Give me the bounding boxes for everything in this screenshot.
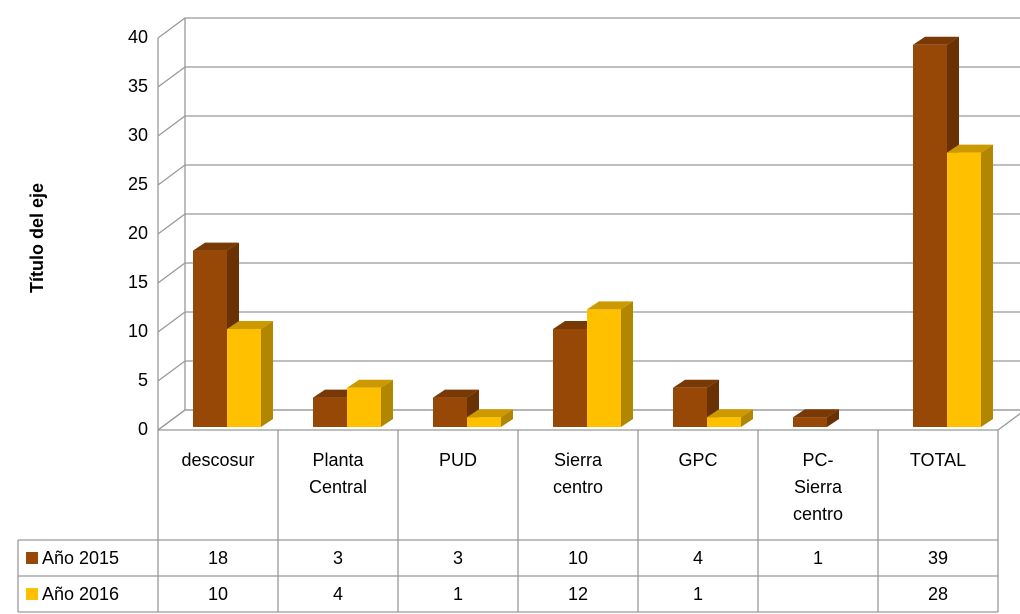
bar-side [381,379,393,427]
y-tick-label: 25 [128,174,148,194]
table-value: 3 [333,548,343,568]
bar [227,329,261,427]
x-tick-label: Sierra centro [552,450,604,497]
grid-line [157,66,1020,88]
grid-line [157,213,1020,235]
table-value: 4 [693,548,703,568]
bar [433,397,467,427]
bar-side [621,301,633,427]
y-axis-label: Título del eje [27,183,47,293]
table-value: 1 [693,584,703,604]
bar-top [433,389,479,398]
bar-top [947,144,993,153]
bar-top [707,409,753,418]
table-value: 1 [813,548,823,568]
table-value: 28 [928,584,948,604]
table-value: 10 [208,584,228,604]
bar-top [913,36,959,45]
y-tick-label: 5 [138,370,148,390]
y-tick-label: 10 [128,321,148,341]
x-tick-label: PC-Sierra centro [792,450,844,524]
bar-side [741,409,753,427]
legend-label: Año 2016 [42,584,119,604]
bar-side [261,321,273,427]
grid-line [157,115,1020,137]
table-value: 1 [453,584,463,604]
bar-side [827,409,839,427]
bar-top [673,379,719,388]
bar [467,417,501,427]
legend-swatch [26,588,38,600]
x-tick-label: Planta Central [308,450,368,497]
y-tick-label: 15 [128,272,148,292]
bar-top [193,242,239,251]
bar [553,329,587,427]
bar-top [467,409,513,418]
bar-top [347,379,393,388]
table-value: 39 [928,548,948,568]
bar [313,397,347,427]
x-tick-label: descosur [181,450,255,470]
grid-line [157,164,1020,186]
y-tick-label: 20 [128,223,148,243]
bar [947,152,981,427]
legend-swatch [26,552,38,564]
bar [587,309,621,427]
bar-side [501,409,513,427]
x-tick-label: PUD [438,450,477,470]
table-value: 18 [208,548,228,568]
y-tick-label: 35 [128,76,148,96]
legend-label: Año 2015 [42,548,119,568]
y-tick-label: 0 [138,419,148,439]
bar [347,387,381,427]
table-value: 4 [333,584,343,604]
grid-line [157,17,1020,39]
bar [913,44,947,428]
table-value: 10 [568,548,588,568]
bar [707,417,741,427]
bar-side [981,144,993,427]
table-value: 3 [453,548,463,568]
x-tick-label: TOTAL [909,450,967,470]
x-tick-label: GPC [678,450,718,470]
y-tick-label: 40 [128,27,148,47]
table-value: 12 [568,584,588,604]
bar-top [227,321,273,329]
bar [793,417,827,427]
bar [673,387,707,427]
bar-top [587,301,633,310]
grid-line [157,262,1020,284]
y-tick-label: 30 [128,125,148,145]
bar [193,250,227,427]
bar-top [793,409,839,418]
